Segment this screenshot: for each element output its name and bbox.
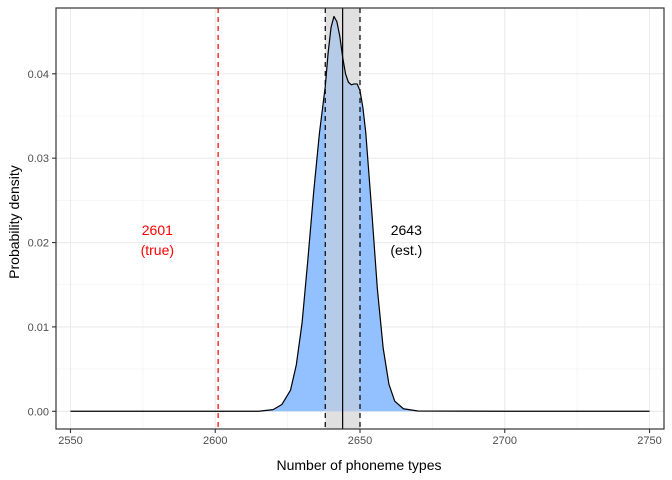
y-tick-label: 0.04 <box>28 69 49 81</box>
x-tick-label: 2550 <box>58 435 82 447</box>
y-tick-label: 0.03 <box>28 153 49 165</box>
y-tick-label: 0.01 <box>28 322 49 334</box>
x-tick-label: 2750 <box>637 435 661 447</box>
x-tick-label: 2600 <box>203 435 227 447</box>
x-tick-label: 2650 <box>348 435 372 447</box>
estimate-caption-label: (est.) <box>390 242 422 258</box>
true-caption-label: (true) <box>141 242 174 258</box>
x-tick-label: 2700 <box>493 435 517 447</box>
y-tick-label: 0.02 <box>28 238 49 250</box>
y-axis-title: Probability density <box>6 165 22 279</box>
true-value-label: 2601 <box>142 222 173 238</box>
x-axis-title: Number of phoneme types <box>277 457 442 473</box>
y-tick-label: 0.00 <box>28 406 49 418</box>
plot-area: 2550 2600 2650 2700 2750 0.00 0.01 0.02 0.03 0.04… <box>28 7 665 447</box>
estimate-value-label: 2643 <box>391 222 422 238</box>
